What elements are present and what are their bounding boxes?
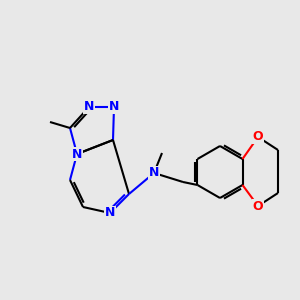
Text: N: N xyxy=(84,100,94,113)
Text: N: N xyxy=(109,100,119,113)
Text: O: O xyxy=(253,200,263,212)
Text: O: O xyxy=(253,130,263,143)
Text: N: N xyxy=(72,148,82,160)
Text: N: N xyxy=(105,206,115,220)
Text: N: N xyxy=(149,167,159,179)
